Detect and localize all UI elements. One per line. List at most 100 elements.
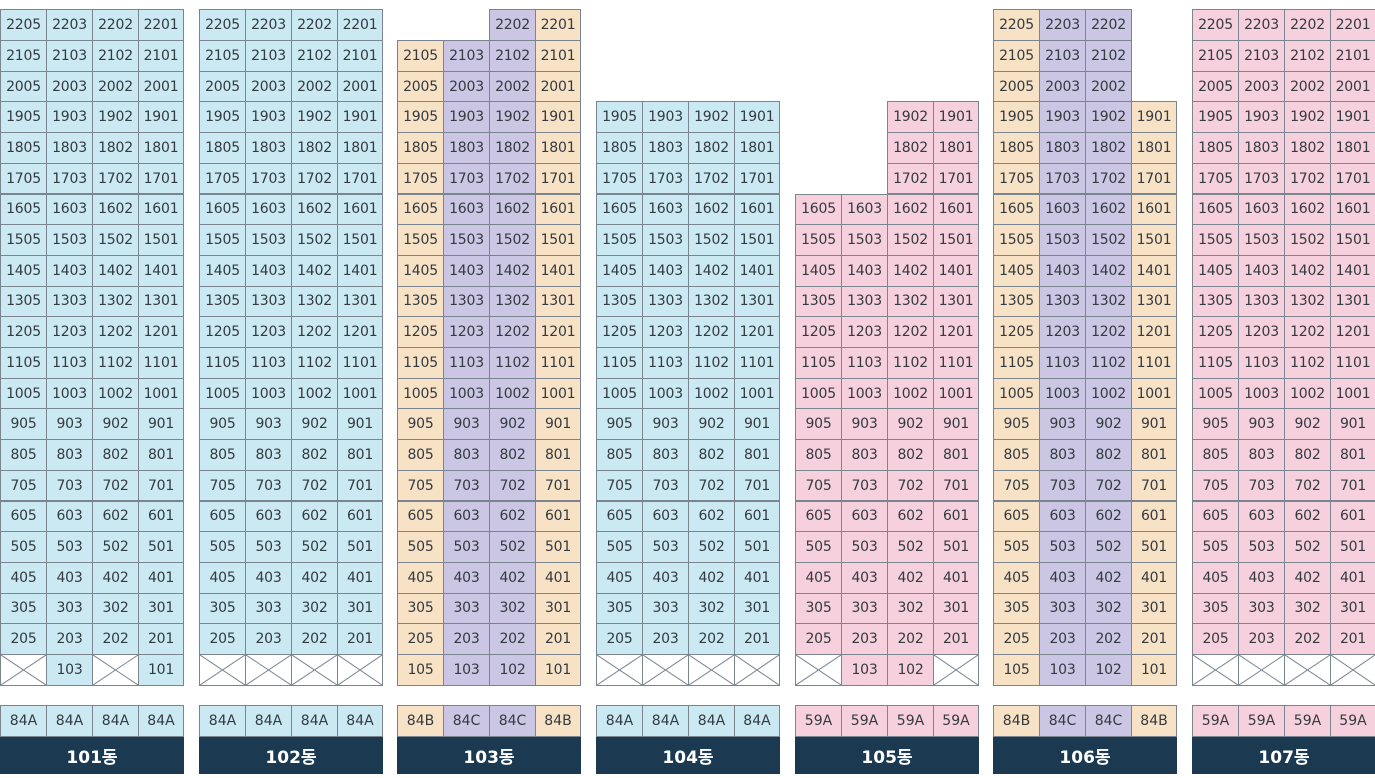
unit-cell: 2002 xyxy=(489,70,536,103)
unit-cell: 803 xyxy=(46,439,93,471)
unit-cell: 1501 xyxy=(1330,224,1375,256)
unit-cell: 1703 xyxy=(443,162,490,195)
unit-cell: 1902 xyxy=(887,101,934,134)
unit-type-label: 84A xyxy=(46,705,93,737)
unit-cell: 1003 xyxy=(841,377,888,410)
unit-cell: 103 xyxy=(1039,654,1086,686)
unit-type-label: 84A xyxy=(138,705,184,737)
unit-cell: 303 xyxy=(46,592,93,625)
unit-cell: 1401 xyxy=(138,254,184,287)
unit-cell: 1701 xyxy=(734,162,780,195)
unit-cell: 1405 xyxy=(993,254,1040,287)
unit-cell: 902 xyxy=(887,408,934,441)
unit-cell: 1502 xyxy=(1284,224,1331,256)
unit-cell: 802 xyxy=(92,439,139,471)
unit-cell: 202 xyxy=(92,623,139,655)
building: 205 305 405 505 605 705 805 905 1005 1105 1205 1305… xyxy=(397,0,581,778)
unit-cell: 805 xyxy=(1192,439,1239,471)
unit-cell: 1305 xyxy=(1192,285,1239,318)
unit-cell: 1701 xyxy=(138,162,184,195)
unit-cell: 902 xyxy=(1085,408,1132,441)
unit-cell: 1203 xyxy=(642,316,689,348)
unit-cell: 1403 xyxy=(642,254,689,287)
unit-cell: 1105 xyxy=(199,347,246,379)
unit-cell: 603 xyxy=(1238,500,1285,533)
unit-cell: 1003 xyxy=(1238,377,1285,410)
unit-cell: 803 xyxy=(443,439,490,471)
unit-cell: 301 xyxy=(933,592,979,625)
unit-cell: 1601 xyxy=(1330,193,1375,226)
empty-unit-cell xyxy=(642,654,689,686)
unit-cell: 1302 xyxy=(1085,285,1132,318)
unit-cell: 1405 xyxy=(199,254,246,287)
unit-cell: 205 xyxy=(993,623,1040,655)
unit-cell: 1005 xyxy=(596,377,643,410)
unit-cell: 103 xyxy=(443,654,490,686)
unit-cell: 1801 xyxy=(337,132,383,164)
unit-cell: 1805 xyxy=(596,132,643,164)
unit-cell: 1303 xyxy=(1238,285,1285,318)
building: 205 305 405 505 605 705 805 905 1005 1105 1205 1305… xyxy=(993,0,1177,778)
empty-unit-cell xyxy=(795,654,842,686)
empty-unit-cell xyxy=(1238,654,1285,686)
building: 205 305 405 505 605 705 805 905 1005 1105 1205 1305… xyxy=(199,0,383,778)
unit-cell: 2201 xyxy=(535,9,581,41)
unit-cell: 1505 xyxy=(199,224,246,256)
unit-type-label: 84B xyxy=(397,705,444,737)
unit-type-label: 84B xyxy=(1131,705,1177,737)
unit-cell: 1105 xyxy=(596,347,643,379)
unit-cell: 902 xyxy=(688,408,735,441)
unit-cell: 1005 xyxy=(993,377,1040,410)
unit-cell: 1105 xyxy=(795,347,842,379)
unit-cell: 402 xyxy=(1284,561,1331,594)
empty-unit-cell xyxy=(1284,654,1331,686)
unit-cell: 2002 xyxy=(1284,70,1331,103)
unit-cell: 2101 xyxy=(1330,40,1375,72)
unit-cell: 1101 xyxy=(1131,347,1177,379)
unit-cell: 1501 xyxy=(1131,224,1177,256)
unit-cell: 1001 xyxy=(734,377,780,410)
cross-icon xyxy=(597,655,642,685)
unit-cell: 2002 xyxy=(1085,70,1132,103)
unit-cell: 201 xyxy=(138,623,184,655)
unit-cell: 1102 xyxy=(1085,347,1132,379)
unit-cell: 1301 xyxy=(138,285,184,318)
unit-cell: 1903 xyxy=(443,101,490,134)
unit-cell: 805 xyxy=(596,439,643,471)
unit-cell: 1102 xyxy=(92,347,139,379)
unit-cell: 1803 xyxy=(245,132,292,164)
unit-cell: 1403 xyxy=(841,254,888,287)
unit-cell: 902 xyxy=(1284,408,1331,441)
unit-cell: 1701 xyxy=(337,162,383,195)
unit-cell: 1302 xyxy=(92,285,139,318)
unit-cell: 2101 xyxy=(138,40,184,72)
unit-cell: 505 xyxy=(795,531,842,563)
unit-cell: 1402 xyxy=(291,254,338,287)
empty-unit-cell xyxy=(933,654,979,686)
unit-cell: 503 xyxy=(46,531,93,563)
unit-cell: 1705 xyxy=(199,162,246,195)
unit-cell: 101 xyxy=(138,654,184,686)
unit-cell: 1705 xyxy=(596,162,643,195)
unit-cell: 1305 xyxy=(199,285,246,318)
unit-cell: 905 xyxy=(596,408,643,441)
cross-icon xyxy=(93,655,138,685)
unit-cell: 1602 xyxy=(92,193,139,226)
unit-type-label: 84A xyxy=(734,705,780,737)
unit-cell: 1903 xyxy=(1238,101,1285,134)
unit-cell: 2105 xyxy=(199,40,246,72)
unit-type-label: 84A xyxy=(92,705,139,737)
unit-cell: 1505 xyxy=(1192,224,1239,256)
empty-unit-cell xyxy=(199,654,246,686)
unit-cell: 202 xyxy=(1085,623,1132,655)
unit-cell: 1201 xyxy=(535,316,581,348)
unit-cell: 702 xyxy=(291,469,338,502)
unit-cell: 402 xyxy=(887,561,934,594)
unit-cell: 2003 xyxy=(46,70,93,103)
unit-cell: 1202 xyxy=(92,316,139,348)
unit-cell: 205 xyxy=(397,623,444,655)
empty-unit-cell xyxy=(291,654,338,686)
unit-cell: 502 xyxy=(887,531,934,563)
unit-cell: 203 xyxy=(841,623,888,655)
unit-cell: 2103 xyxy=(245,40,292,72)
